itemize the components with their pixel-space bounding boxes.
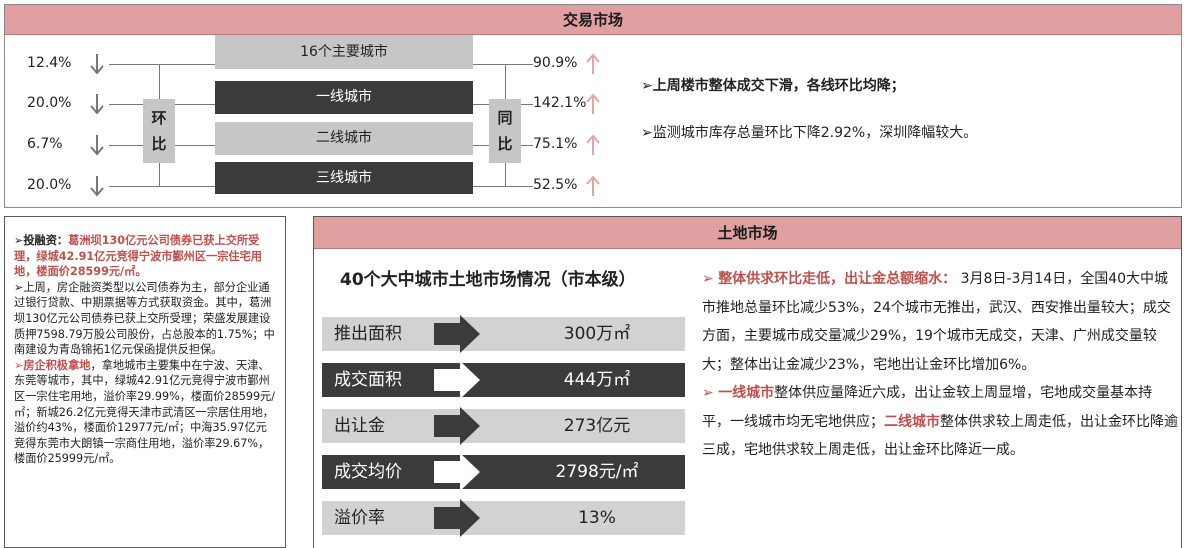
land-p1-text: 3月8日-3月14日，全国40大中城市推地总量环比减少53%，24个城市无推出，… (702, 271, 1171, 373)
land-row-value: 300万㎡ (563, 324, 631, 344)
trading-market-panel: 交易市场 12.4% 16个主要城市 90.9% 20.0% 一线城市 142.… (4, 4, 1182, 208)
mom-value-tier2: 6.7% (27, 136, 63, 152)
news-paragraph-3: ➢房企积极拿地，拿地城市主要集中在宁波、天津、东莞等城市，其中，绿城42.91亿… (14, 358, 277, 467)
chevron-right-icon (434, 407, 480, 445)
connector-line (473, 186, 533, 187)
arrow-down-icon (90, 94, 104, 115)
land-row-transfer-fee: 出让金 273亿元 (322, 407, 685, 445)
city-bar-tier3: 三线城市 (215, 162, 473, 194)
connector-line (175, 104, 215, 105)
land-row-value: 2798元/㎡ (555, 462, 639, 482)
land-paragraph-1: ➢ 整体供求环比走低，出让金总额缩水： 3月8日-3月14日，全国40大中城市推… (702, 265, 1178, 379)
land-row-avg-price: 成交均价 2798元/㎡ (322, 453, 685, 491)
arrow-down-icon (90, 54, 104, 75)
chevron-right-icon (434, 361, 480, 399)
bracket-line (505, 163, 506, 186)
row-background (322, 455, 685, 489)
connector-line (109, 145, 143, 146)
news-p1-highlight: 葛洲坝130亿元公司债券已获上交所受理，绿城42.91亿元竞得宁波市鄞州区一宗住… (14, 234, 262, 279)
connector-line (521, 145, 533, 146)
bullet-icon: ➢ (702, 271, 714, 287)
connector-line (109, 64, 215, 65)
mom-value-16-cities: 12.4% (27, 55, 72, 71)
row-background (322, 409, 685, 443)
land-p2-text: 整体供应量降近六成，出让金较上周显增，宅地成交量基本持平，一线城市均无宅地供应； (702, 385, 1153, 430)
connector-line (521, 104, 533, 105)
land-market-commentary: ➢ 整体供求环比走低，出让金总额缩水： 3月8日-3月14日，全国40大中城市推… (702, 265, 1178, 465)
land-market-title: 40个大中城市土地市场情况（市本级） (340, 270, 636, 290)
yoy-value-tier2: 75.1% (533, 136, 578, 152)
land-row-label: 成交均价 (334, 462, 402, 482)
row-background (322, 501, 685, 535)
mom-label-box: 环 比 (143, 99, 175, 163)
arrow-up-icon (586, 175, 600, 196)
arrow-up-icon (586, 93, 600, 114)
mom-label-char: 环 (151, 109, 167, 127)
chevron-right-icon (434, 453, 480, 491)
land-market-header: 土地市场 (314, 217, 1181, 249)
land-row-label: 溢价率 (334, 508, 385, 528)
yoy-value-16-cities: 90.9% (533, 55, 578, 71)
chevron-right-icon (434, 315, 480, 353)
news-paragraph-2: ➢上周，房企融资类型以公司债券为主，部分企业通过银行贷款、中期票据等方式获取资金… (14, 280, 275, 357)
city-bar-tier2: 二线城市 (215, 122, 473, 155)
city-bar-tier1: 一线城市 (215, 81, 473, 114)
yoy-label-char: 比 (497, 135, 513, 153)
arrow-up-icon (586, 134, 600, 155)
land-p2-highlight: 一线城市 (718, 385, 775, 401)
connector-line (175, 145, 215, 146)
connector-line (109, 104, 143, 105)
mom-value-tier1: 20.0% (27, 95, 72, 111)
connector-line (473, 104, 489, 105)
bracket-line (505, 64, 506, 99)
land-paragraph-2: ➢ 一线城市整体供应量降近六成，出让金较上周显增，宅地成交量基本持平，一线城市均… (702, 379, 1178, 465)
connector-line (473, 64, 533, 65)
arrow-up-icon (586, 53, 600, 74)
land-row-value: 13% (578, 508, 616, 528)
mom-label-char: 比 (151, 135, 167, 153)
news-paragraph-1: ➢投融资：葛洲坝130亿元公司债券已获上交所受理，绿城42.91亿元竞得宁波市鄞… (14, 233, 277, 280)
financing-news-panel: ➢投融资：葛洲坝130亿元公司债券已获上交所受理，绿城42.91亿元竞得宁波市鄞… (4, 216, 286, 548)
trading-market-header: 交易市场 (5, 5, 1181, 35)
land-p2-highlight-2: 二线城市 (884, 413, 940, 430)
bracket-line (159, 64, 160, 99)
yoy-label-char: 同 (497, 109, 513, 127)
land-row-label: 成交面积 (334, 370, 402, 390)
news-p3-highlight: ➢房企积极拿地 (14, 358, 91, 372)
land-market-panel: 土地市场 40个大中城市土地市场情况（市本级） 推出面积 300万㎡ 成交面积 … (313, 216, 1182, 548)
arrow-down-icon (90, 135, 104, 156)
connector-line (473, 145, 489, 146)
land-row-supply-area: 推出面积 300万㎡ (322, 315, 685, 353)
news-p3-text: ，拿地城市主要集中在宁波、天津、东莞等城市，其中，绿城42.91亿元竞得宁波市鄞… (14, 358, 276, 466)
land-row-premium-rate: 溢价率 13% (322, 499, 685, 537)
land-row-deal-area: 成交面积 444万㎡ (322, 361, 685, 399)
bracket-line (159, 163, 160, 186)
bullet-icon: ➢ (702, 385, 714, 401)
land-row-label: 推出面积 (334, 324, 402, 344)
land-row-value: 444万㎡ (563, 370, 631, 390)
chevron-right-icon (434, 499, 480, 537)
land-row-label: 出让金 (334, 416, 385, 436)
row-background (322, 363, 685, 397)
yoy-value-tier1: 142.1% (533, 95, 587, 111)
news-p1-prefix: ➢投融资： (14, 234, 69, 247)
trading-note-2: ➢监测城市库存总量环比下降2.92%，深圳降幅较大。 (641, 125, 978, 141)
city-bar-16-cities: 16个主要城市 (215, 35, 473, 69)
connector-line (109, 186, 215, 187)
yoy-value-tier3: 52.5% (533, 177, 578, 193)
arrow-down-icon (90, 176, 104, 197)
land-p1-highlight: 整体供求环比走低，出让金总额缩水： (718, 271, 957, 287)
yoy-label-box: 同 比 (489, 99, 521, 163)
mom-value-tier3: 20.0% (27, 177, 72, 193)
land-row-value: 273亿元 (563, 416, 631, 436)
land-p2b-text: 整体供求较上周走低，出让金环比降逾三成，宅地供求较上周走低，出让金环比降近一成。 (702, 413, 1178, 459)
row-background (322, 317, 685, 351)
trading-note-1: ➢上周楼市整体成交下滑，各线环比均降； (641, 78, 905, 94)
